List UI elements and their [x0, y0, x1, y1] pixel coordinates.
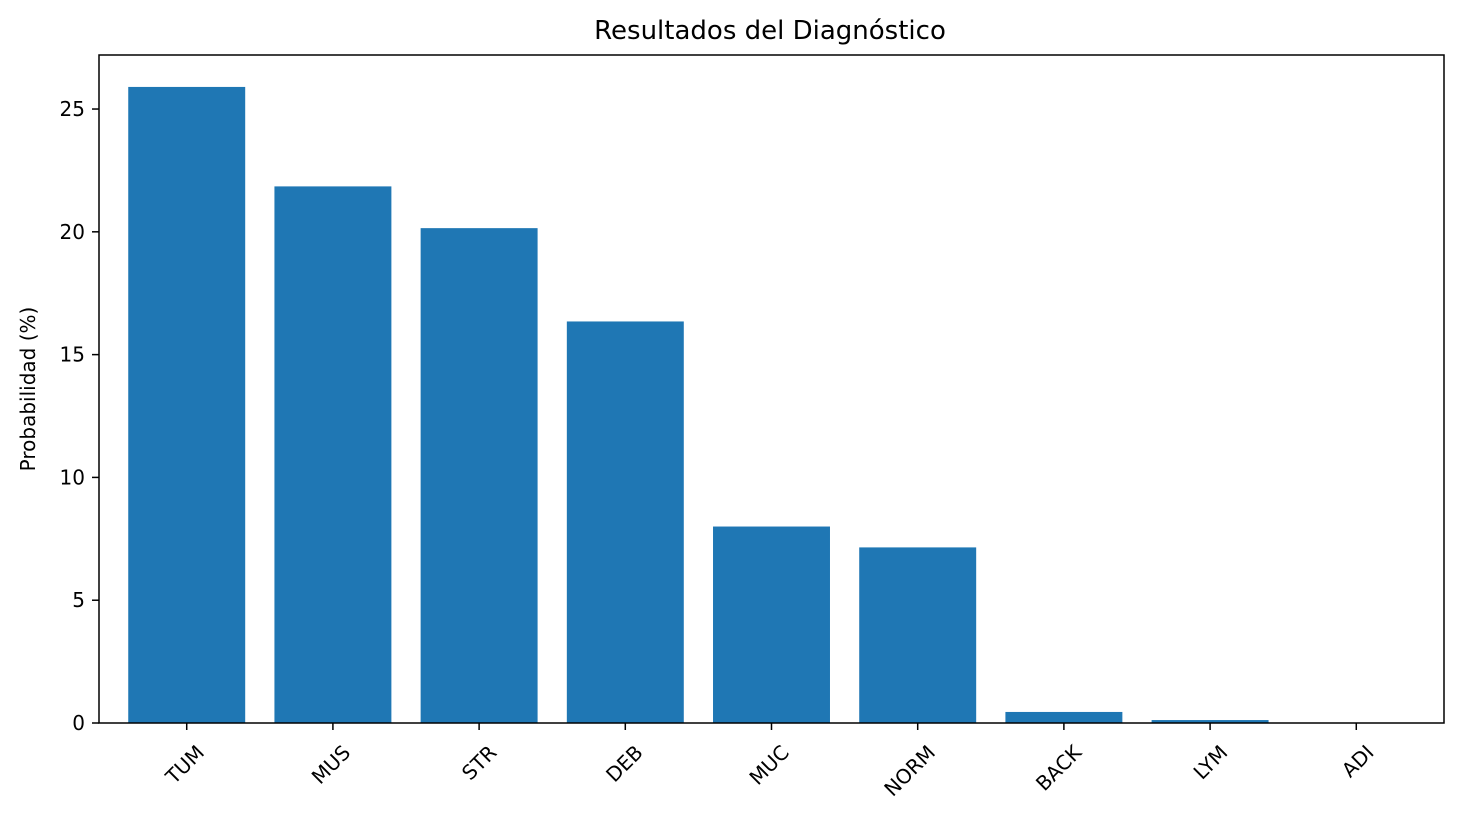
x-tick-label-str: STR — [457, 740, 501, 784]
y-tick-label: 0 — [72, 711, 85, 735]
chart-title: Resultados del Diagnóstico — [594, 16, 946, 46]
bar-muc — [713, 527, 830, 723]
x-tick-label-norm: NORM — [879, 740, 940, 801]
x-tick-label-lym: LYM — [1189, 740, 1233, 784]
x-tick-label-back: BACK — [1031, 740, 1087, 796]
y-axis-label: Probabilidad (%) — [16, 307, 40, 472]
y-tick-label: 15 — [60, 343, 85, 367]
bar-mus — [274, 186, 391, 723]
y-tick-label: 20 — [60, 220, 85, 244]
y-tick-label: 5 — [72, 588, 85, 612]
bar-norm — [859, 547, 976, 723]
x-tick-label-deb: DEB — [601, 740, 648, 787]
x-tick-label-muc: MUC — [744, 740, 793, 789]
x-axis: TUM MUS STR DEB MUC NORM BACK LYM ADI — [160, 723, 1378, 801]
x-tick-label-tum: TUM — [160, 740, 209, 789]
x-tick-label-mus: MUS — [307, 740, 356, 789]
bars-layer — [128, 87, 1415, 723]
bar-deb — [567, 321, 684, 723]
bar-str — [421, 228, 538, 723]
bar-back — [1005, 712, 1122, 723]
y-tick-label: 25 — [60, 97, 85, 121]
bar-tum — [128, 87, 245, 723]
y-axis: 0 5 10 15 20 25 — [60, 97, 99, 735]
y-tick-label: 10 — [60, 465, 85, 489]
x-tick-label-adi: ADI — [1337, 740, 1379, 782]
